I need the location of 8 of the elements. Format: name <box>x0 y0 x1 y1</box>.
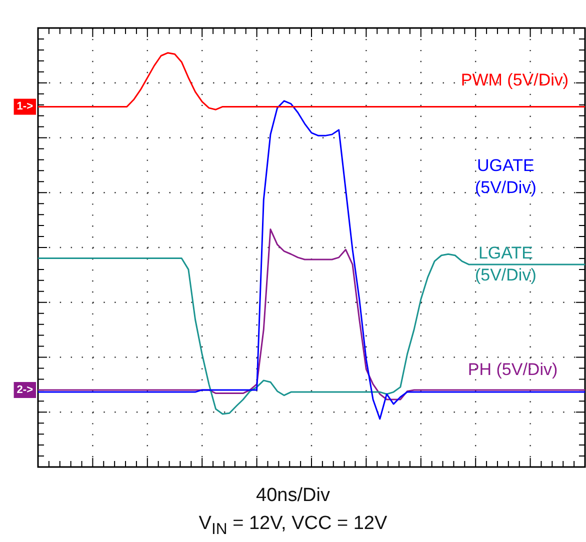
text: V$_{IN}$ = 12V, VCC = 12V <box>198 512 388 540</box>
series-label: LGATE (5V/Div) <box>474 244 536 285</box>
annotation: 1-> <box>16 100 34 113</box>
text: UGATE (5V/Div) <box>474 156 536 197</box>
annotation: 2-> <box>16 384 34 396</box>
series-label: PWM (5V/Div) <box>460 70 569 90</box>
x-axis-title: 40ns/Div <box>255 484 331 508</box>
series-label: PH (5V/Div) <box>468 360 558 380</box>
